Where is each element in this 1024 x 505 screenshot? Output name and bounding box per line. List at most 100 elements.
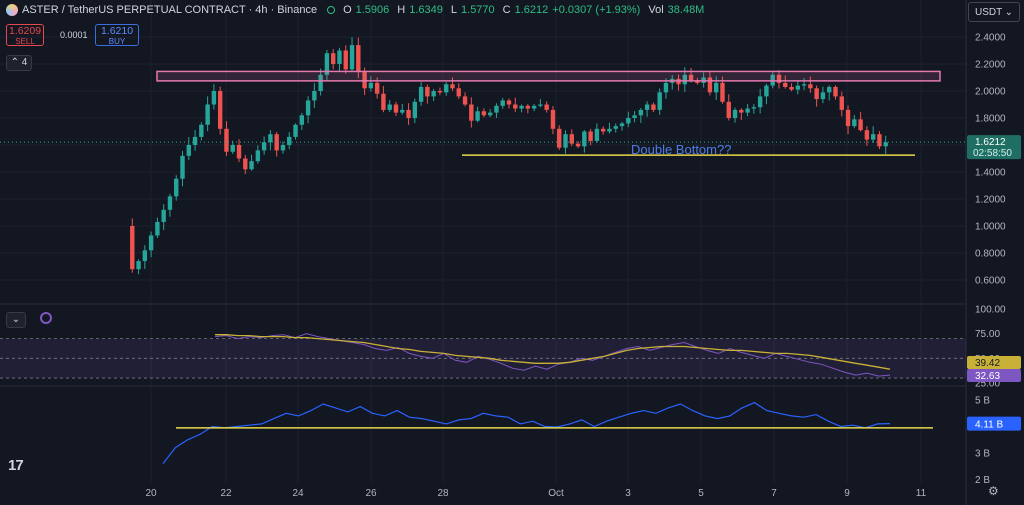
candle-body: [870, 134, 876, 140]
price-tick-label: 0.8000: [975, 249, 1006, 260]
resistance-zone-rectangle: [156, 70, 941, 82]
candle-body: [217, 91, 223, 129]
candle-body: [757, 96, 763, 108]
candle-body: [827, 86, 832, 93]
tradingview-logo[interactable]: 17: [8, 457, 24, 474]
candle-body: [506, 100, 512, 105]
candle-body: [713, 82, 719, 93]
candle-body: [588, 131, 593, 141]
candle-body: [594, 128, 600, 141]
candle-body: [544, 104, 549, 110]
candle-body: [236, 145, 242, 159]
volume-value-tag: [967, 416, 1021, 431]
currency-selector[interactable]: USDT ⌄: [968, 2, 1020, 22]
candle-body: [142, 250, 148, 262]
rsi-ma-current-value: 39.42: [975, 358, 1000, 369]
candle-body: [726, 101, 731, 118]
aster-logo-icon: [6, 4, 18, 16]
candle-body: [393, 104, 399, 113]
rsi-value-tag: [967, 369, 1021, 382]
close-label: C: [502, 4, 511, 16]
candle-body: [632, 115, 637, 118]
candle-body: [538, 104, 543, 106]
high-label: H: [397, 4, 406, 16]
candle-body: [626, 118, 631, 124]
candle-body: [324, 53, 330, 75]
candle-body: [745, 108, 750, 113]
candle-body: [374, 82, 380, 94]
close-value: 1.6212: [514, 4, 549, 16]
candle-body: [550, 109, 556, 129]
candle-body: [243, 158, 248, 170]
open-value: 1.5906: [355, 4, 390, 16]
volume-tick-label: 2 B: [975, 475, 990, 486]
spread-value: 0.0001: [60, 30, 88, 40]
buy-button[interactable]: 1.6210 BUY: [95, 24, 139, 46]
candle-body: [155, 221, 160, 236]
candle-body: [569, 134, 574, 144]
candle-body: [330, 53, 336, 64]
candle-body: [444, 84, 449, 93]
low-label: L: [450, 4, 458, 16]
candle-body: [161, 209, 166, 222]
candle-body: [280, 145, 286, 151]
chevron-collapse-icon: ⌃: [10, 57, 20, 68]
price-tick-label: 2.0000: [975, 87, 1006, 98]
indicator-settings-icon[interactable]: [40, 312, 52, 324]
candle-body: [600, 128, 606, 132]
candle-body: [739, 109, 744, 113]
sell-label: SELL: [15, 37, 35, 46]
candle-body: [456, 88, 461, 97]
x-tick-label: 28: [437, 488, 449, 499]
candle-body: [174, 178, 179, 197]
rsi-ma-line: [215, 334, 891, 370]
volume-tick-label: 3 B: [975, 449, 990, 460]
indicators-toggle-button[interactable]: ⌃ 4: [6, 55, 32, 71]
candle-body: [167, 196, 173, 210]
gear-icon[interactable]: ⚙: [988, 484, 999, 498]
last-price-tag: [967, 135, 1021, 160]
candle-body: [651, 104, 656, 110]
currency-label: USDT: [975, 7, 1003, 18]
candle-body: [305, 100, 311, 116]
candle-body: [205, 104, 210, 125]
candle-body: [644, 104, 650, 110]
candle-body: [469, 104, 474, 121]
candle-body: [400, 109, 405, 113]
rsi-pane-collapse-button[interactable]: ⌄: [6, 312, 26, 328]
candle-body: [657, 92, 662, 110]
candle-body: [343, 50, 348, 70]
candle-body: [519, 105, 524, 109]
candle-body: [299, 115, 305, 125]
candle-body: [814, 88, 819, 100]
candle-body: [199, 124, 204, 137]
candle-body: [255, 150, 261, 162]
candle-body: [136, 261, 141, 270]
candle-countdown: 02:58:50: [973, 148, 1012, 159]
sell-button[interactable]: 1.6209 SELL: [6, 24, 44, 46]
volume-current-value: 4.11 B: [975, 420, 1003, 431]
candle-body: [776, 74, 782, 83]
candle-body: [318, 74, 323, 91]
volume-label: Vol: [648, 4, 664, 16]
candle-body: [494, 105, 499, 113]
candle-body: [148, 235, 154, 251]
low-value: 1.5770: [461, 4, 495, 16]
candle-body: [764, 85, 769, 97]
candle-body: [368, 82, 374, 89]
candle-body: [663, 82, 669, 93]
last-price-value: 1.6212: [975, 137, 1006, 148]
candle-body: [268, 134, 273, 143]
volume-value: 38.48M: [667, 4, 705, 16]
candle-body: [312, 91, 317, 101]
candle-body: [437, 91, 443, 93]
candle-body: [431, 91, 436, 97]
candle-body: [525, 105, 531, 109]
symbol-title[interactable]: ASTER / TetherUS PERPETUAL CONTRACT · 4h…: [22, 4, 318, 16]
price-tick-label: 1.8000: [975, 114, 1006, 125]
rsi-tick-label: 100.00: [975, 305, 1006, 316]
x-tick-label: 26: [365, 488, 377, 499]
x-tick-label: 3: [625, 488, 631, 499]
x-tick-label: 7: [771, 488, 777, 499]
